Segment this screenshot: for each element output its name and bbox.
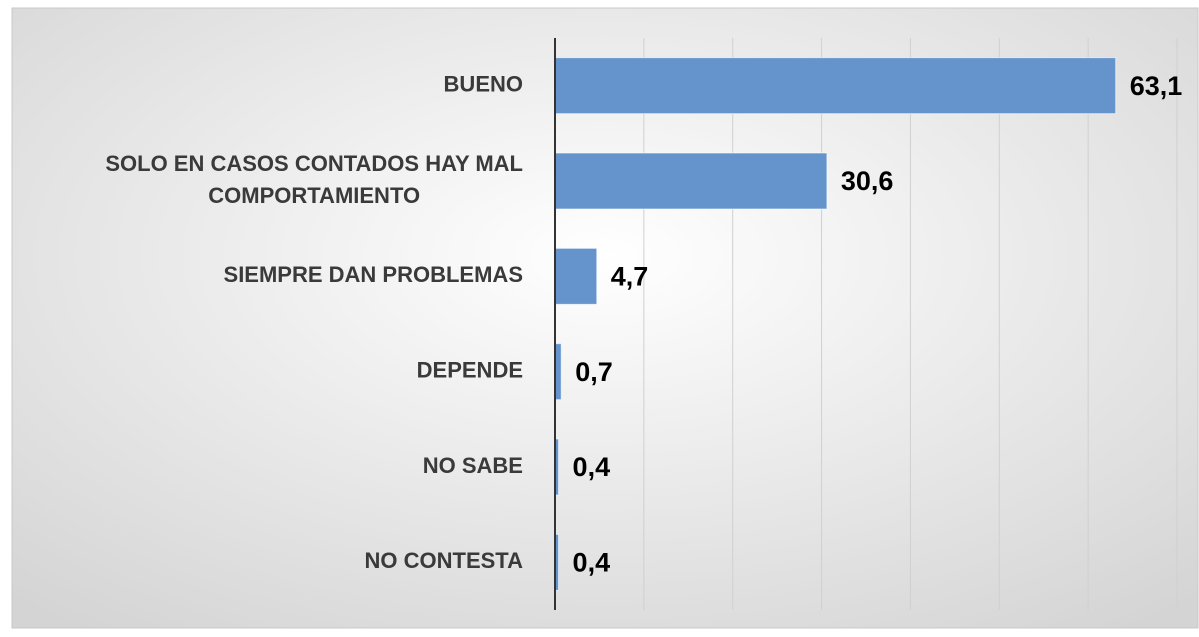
category-label: NO SABE bbox=[423, 453, 523, 478]
data-label: 63,1 bbox=[1130, 71, 1183, 101]
data-label: 0,4 bbox=[573, 452, 611, 482]
data-label: 0,4 bbox=[573, 547, 611, 577]
bars bbox=[554, 57, 1117, 591]
category-label: DEPENDE bbox=[417, 357, 523, 382]
category-label: SOLO EN CASOS CONTADOS HAY MAL COMPORTAMI… bbox=[105, 151, 523, 208]
bar bbox=[554, 247, 598, 305]
category-label: NO CONTESTA bbox=[365, 548, 524, 573]
data-label: 30,6 bbox=[841, 166, 894, 196]
data-label: 4,7 bbox=[611, 261, 649, 291]
data-label: 0,7 bbox=[575, 357, 613, 387]
category-label: BUENO bbox=[444, 71, 523, 96]
bar bbox=[554, 57, 1117, 115]
bar bbox=[554, 152, 828, 210]
category-label: SIEMPRE DAN PROBLEMAS bbox=[224, 262, 523, 287]
